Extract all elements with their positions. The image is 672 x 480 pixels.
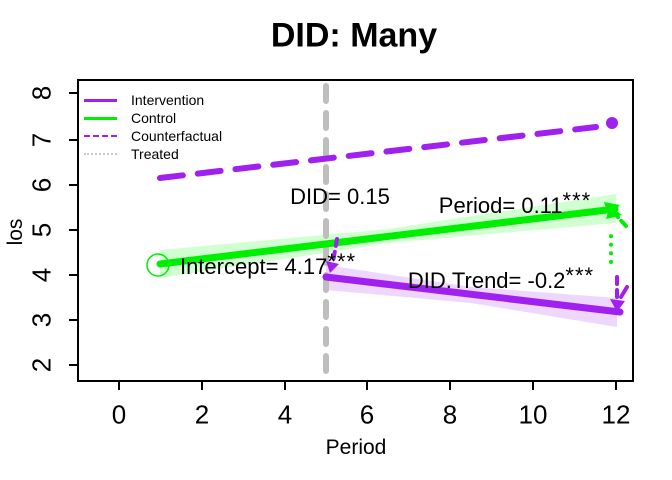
y-axis-ticks [69, 92, 77, 366]
x-tick-label: 2 [194, 399, 210, 430]
x-tick-label: 4 [277, 399, 293, 430]
period-annotation: Period= 0.11*** [438, 188, 591, 219]
counterfactual-end-dot [606, 117, 618, 129]
did-trend-annotation-stars: *** [565, 263, 595, 288]
y-tick-label: 6 [26, 177, 57, 193]
legend-label: Treated [131, 146, 179, 162]
counterfactual-line [157, 124, 599, 181]
treated-line-sample-icon [84, 153, 117, 155]
control-line-sample-icon [84, 116, 117, 120]
did-jump-dashed-line [331, 237, 339, 264]
x-tick-label: 0 [111, 399, 127, 430]
did-trend-annotation: DID.Trend= -0.2*** [407, 263, 594, 294]
plot-title: DID: Many [270, 16, 438, 55]
y-tick-label: 3 [26, 312, 57, 328]
intervention-drop-diagonal-dash [619, 285, 629, 299]
did-trend-annotation-text: DID.Trend= -0.2 [407, 268, 566, 293]
y-axis-label: los [4, 218, 27, 246]
y-tick-label: 4 [26, 267, 57, 283]
legend: Intervention Control Counterfactual Trea… [84, 91, 222, 163]
legend-label: Counterfactual [131, 128, 223, 144]
plot-box [77, 79, 634, 382]
did-jump-arrowhead [326, 261, 339, 273]
x-tick-label: 8 [442, 399, 458, 430]
did-annotation: DID= 0.15 [290, 184, 390, 210]
x-tick-label: 12 [601, 399, 631, 430]
intercept-marker-circle [146, 253, 170, 277]
legend-label: Control [131, 110, 177, 126]
intercept-annotation-text: Intercept= 4.17 [179, 254, 328, 279]
y-tick-label: 5 [26, 222, 57, 238]
y-tick-label: 2 [26, 357, 57, 373]
y-tick-label: 7 [26, 132, 57, 148]
control-line [156, 205, 619, 268]
period-annotation-stars: *** [562, 188, 592, 213]
x-tick-label: 10 [518, 399, 548, 430]
period-annotation-text: Period= 0.11 [438, 193, 563, 218]
legend-label: Intervention [131, 92, 205, 108]
intercept-annotation-stars: *** [327, 249, 357, 274]
counterfactual-line-sample-icon [84, 135, 117, 137]
x-tick-label: 6 [359, 399, 375, 430]
legend-item-treated: Treated [84, 145, 222, 163]
y-tick-label: 8 [26, 85, 57, 101]
legend-item-counterfactual: Counterfactual [84, 127, 222, 145]
intercept-annotation: Intercept= 4.17*** [179, 249, 356, 280]
legend-item-intervention: Intervention [84, 91, 222, 109]
intervention-line-sample-icon [84, 98, 117, 102]
x-axis-label: Period [325, 436, 387, 459]
control-drop-arrowhead [606, 206, 622, 219]
intervention-line [322, 273, 624, 316]
control-drop-diagonal-dash [614, 213, 628, 228]
x-axis-ticks [118, 382, 617, 390]
legend-item-control: Control [84, 109, 222, 127]
intervention-drop-arrowhead [610, 299, 625, 312]
did-annotation-text: DID= 0.15 [290, 184, 390, 209]
